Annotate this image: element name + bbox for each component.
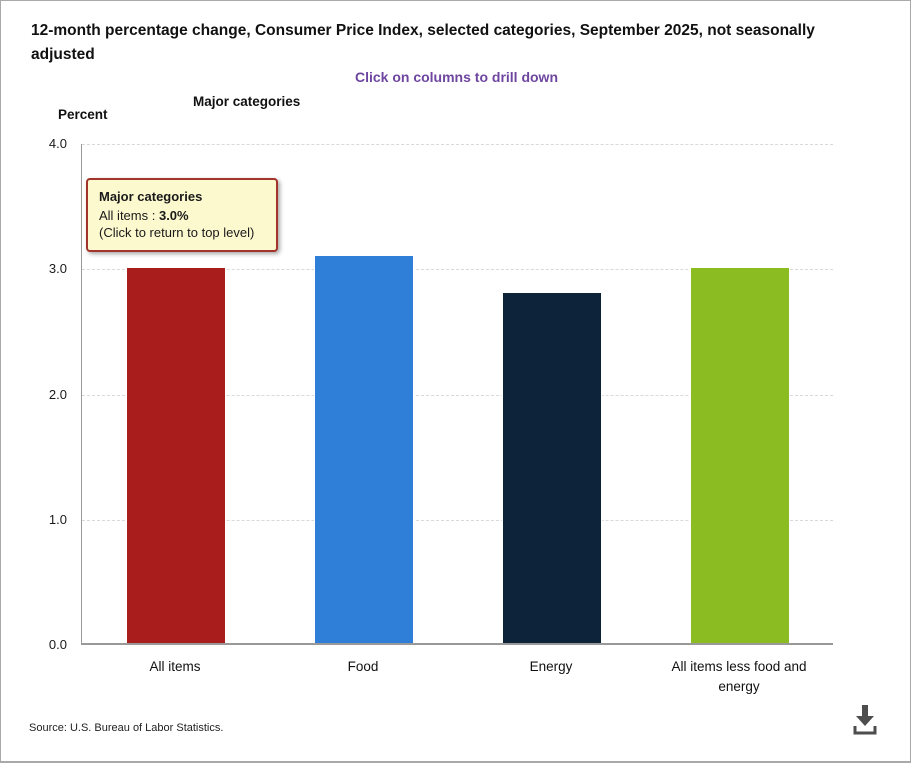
bar-energy[interactable]: [502, 292, 602, 643]
y-tick-label: 1.0: [48, 511, 67, 527]
y-tick-label: 4.0: [48, 136, 67, 151]
tooltip-note: (Click to return to top level): [99, 225, 255, 240]
gridline: [82, 269, 833, 271]
tooltip-item-value: 3.0%: [158, 208, 189, 223]
bar-all-items[interactable]: [126, 267, 226, 643]
y-axis-title: Percent: [58, 107, 108, 122]
download-icon: [853, 705, 877, 735]
plot-area: [81, 144, 833, 645]
tooltip-value-line: All items : 3.0%: [99, 207, 265, 224]
gridline: [82, 144, 833, 145]
tooltip-heading: Major categories: [99, 189, 203, 204]
bar-all-items-less-food-and-energy[interactable]: [690, 267, 790, 643]
drilldown-tooltip[interactable]: Major categories All items : 3.0% (Click…: [86, 178, 278, 252]
y-tick-label: 3.0: [48, 261, 67, 277]
gridline: [82, 394, 833, 396]
chart-title: 12-month percentage change, Consumer Pri…: [31, 22, 815, 63]
gridline: [82, 519, 833, 521]
drilldown-hint: Click on columns to drill down: [354, 69, 558, 85]
y-tick-label: 0.0: [48, 637, 67, 652]
download-button[interactable]: [848, 702, 882, 740]
x-category-label: All items: [149, 659, 201, 674]
x-category-label: All items less food and energy: [671, 659, 807, 694]
bar-food[interactable]: [314, 254, 414, 643]
y-tick-label: 2.0: [48, 386, 67, 402]
tooltip-item-label: All items :: [99, 208, 156, 223]
x-category-label: Food: [347, 659, 379, 674]
x-axis-title: Major categories: [193, 94, 301, 109]
x-category-label: Energy: [529, 659, 573, 674]
source-text: Source: U.S. Bureau of Labor Statistics.: [29, 722, 224, 734]
